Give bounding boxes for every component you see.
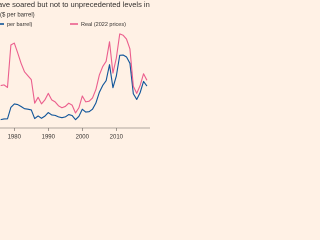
chart: ave soared but not to unprecedented leve…: [0, 0, 150, 150]
legend-label: per barrel): [7, 22, 33, 28]
series-line: [0, 54, 148, 121]
series-line: [0, 33, 148, 114]
x-tick-label: 1980: [8, 135, 22, 141]
x-tick-label: 2000: [76, 135, 90, 141]
x-tick-label: 1990: [42, 135, 56, 141]
x-tick-label: 2010: [110, 135, 124, 141]
chart-title: ave soared but not to unprecedented leve…: [0, 0, 150, 9]
background: [0, 0, 150, 150]
chart-subtitle: ($ per barrel): [0, 13, 35, 19]
legend-label: Real (2022 prices): [81, 22, 126, 28]
